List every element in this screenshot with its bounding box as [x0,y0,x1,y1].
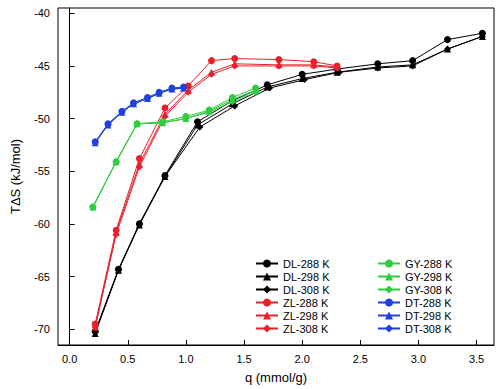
svg-text:DT-298 K: DT-298 K [405,310,452,322]
svg-text:GY-298 K: GY-298 K [405,271,453,283]
svg-text:ZL-288 K: ZL-288 K [283,297,329,309]
svg-text:3.0: 3.0 [411,353,426,365]
svg-text:2.5: 2.5 [353,353,368,365]
svg-text:1.0: 1.0 [178,353,193,365]
svg-text:DL-298 K: DL-298 K [283,271,330,283]
svg-text:-55: -55 [34,165,50,177]
svg-text:2.0: 2.0 [295,353,310,365]
svg-text:DT-288 K: DT-288 K [405,297,452,309]
svg-text:TΔS (kJ/mol): TΔS (kJ/mol) [8,139,23,214]
svg-text:-40: -40 [34,7,50,19]
svg-text:q (mmol/g): q (mmol/g) [245,370,307,385]
svg-text:-70: -70 [34,323,50,335]
svg-text:DL-288 K: DL-288 K [283,258,330,270]
svg-text:DL-308 K: DL-308 K [283,284,330,296]
svg-text:1.5: 1.5 [236,353,251,365]
svg-text:GY-308 K: GY-308 K [405,284,453,296]
svg-text:ZL-298 K: ZL-298 K [283,310,329,322]
svg-text:0.0: 0.0 [62,353,77,365]
svg-text:0.5: 0.5 [120,353,135,365]
svg-text:GY-288 K: GY-288 K [405,258,453,270]
svg-text:3.5: 3.5 [469,353,484,365]
svg-text:DT-308 K: DT-308 K [405,323,452,335]
svg-text:-60: -60 [34,218,50,230]
svg-text:ZL-308 K: ZL-308 K [283,323,329,335]
svg-text:-65: -65 [34,271,50,283]
svg-text:-45: -45 [34,60,50,72]
svg-text:-50: -50 [34,113,50,125]
